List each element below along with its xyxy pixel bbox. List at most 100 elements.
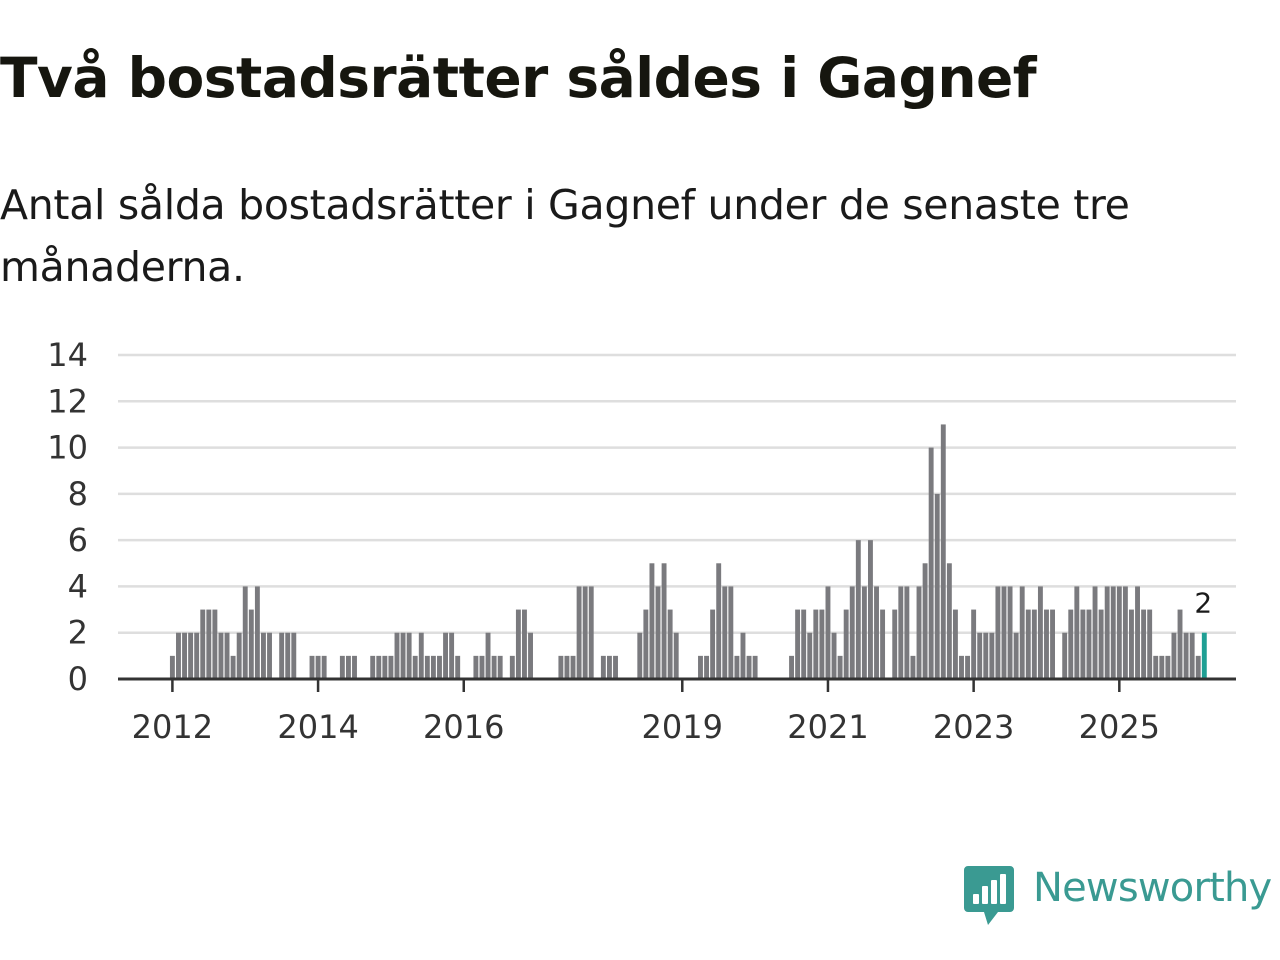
y-tick-label: 8 <box>68 475 88 513</box>
bar <box>965 655 971 679</box>
bar <box>916 586 922 679</box>
bar <box>437 655 442 679</box>
bars <box>169 424 1207 679</box>
bar <box>825 586 831 679</box>
bar <box>983 632 989 679</box>
bar <box>1007 586 1013 679</box>
x-tick-label: 2025 <box>1079 708 1160 746</box>
bar <box>418 632 424 679</box>
bar <box>1201 632 1207 679</box>
bar <box>734 655 740 679</box>
bar <box>1074 586 1080 679</box>
bar <box>406 632 412 679</box>
x-tick-label: 2019 <box>642 708 723 746</box>
bar <box>971 609 977 679</box>
y-tick-label: 10 <box>47 429 88 467</box>
bar <box>449 632 455 679</box>
bar <box>339 655 345 679</box>
bar <box>176 632 181 679</box>
brand-logo: Newsworthy <box>964 865 1272 926</box>
bar <box>1147 609 1153 679</box>
bar <box>1092 586 1098 679</box>
bar <box>443 632 448 679</box>
bar <box>813 609 819 679</box>
bar <box>515 609 521 679</box>
newsworthy-logo-icon <box>964 866 1014 925</box>
bar <box>188 632 194 679</box>
bar <box>922 563 928 679</box>
x-axis <box>118 677 1236 692</box>
bar <box>528 632 533 679</box>
bar <box>995 586 1001 679</box>
bar <box>740 632 746 679</box>
bar <box>267 632 272 679</box>
bar <box>352 655 357 679</box>
bar <box>1129 609 1134 679</box>
bar <box>400 632 406 679</box>
x-tick-label: 2021 <box>787 708 868 746</box>
bar <box>898 586 904 679</box>
bar <box>345 655 351 679</box>
bar <box>1037 586 1043 679</box>
bar <box>861 586 867 679</box>
bar <box>1001 586 1007 679</box>
bar <box>600 655 606 679</box>
bar <box>491 655 497 679</box>
highlight-value-label: 2 <box>1194 587 1212 620</box>
bar <box>1189 632 1195 679</box>
bar <box>309 655 315 679</box>
bar <box>509 655 515 679</box>
bar <box>182 632 187 679</box>
bar <box>807 632 813 679</box>
bar <box>370 655 376 679</box>
bar <box>497 655 503 679</box>
bar <box>752 655 758 679</box>
bar <box>1044 609 1049 679</box>
bar <box>710 609 716 679</box>
bar <box>1153 655 1159 679</box>
bar <box>473 655 479 679</box>
bar <box>242 586 248 679</box>
bar <box>1050 609 1055 679</box>
bar <box>412 655 418 679</box>
bar <box>169 655 175 679</box>
bar <box>1031 609 1037 679</box>
bar <box>588 586 594 679</box>
bar <box>959 655 964 679</box>
bar <box>874 586 879 679</box>
bar <box>1195 655 1201 679</box>
bar <box>206 609 212 679</box>
bar <box>1122 586 1128 679</box>
y-tick-label: 0 <box>68 660 88 698</box>
bar <box>1019 586 1025 679</box>
annotations: 2 <box>1194 587 1212 620</box>
gridlines <box>118 353 1236 634</box>
bar <box>1025 609 1031 679</box>
bar <box>194 632 200 679</box>
bar <box>212 609 218 679</box>
bar <box>819 609 825 679</box>
bar <box>637 632 643 679</box>
bar <box>1080 609 1086 679</box>
bar <box>200 609 206 679</box>
bar <box>1141 609 1147 679</box>
x-tick-label: 2012 <box>132 708 213 746</box>
bar <box>698 655 703 679</box>
bar <box>843 609 849 679</box>
bar <box>254 586 260 679</box>
bar <box>1177 609 1183 679</box>
chart-title: Två bostadsrätter såldes i Gagnef <box>0 46 1037 110</box>
bar <box>1135 586 1140 679</box>
bar <box>1098 609 1104 679</box>
bar <box>394 632 400 679</box>
bar <box>291 632 297 679</box>
bar <box>868 540 873 679</box>
bar <box>952 609 958 679</box>
bar <box>722 586 728 679</box>
bar <box>789 655 794 679</box>
bar <box>831 632 837 679</box>
bar <box>218 632 224 679</box>
bar <box>455 655 461 679</box>
bar <box>479 655 485 679</box>
bar <box>522 609 527 679</box>
